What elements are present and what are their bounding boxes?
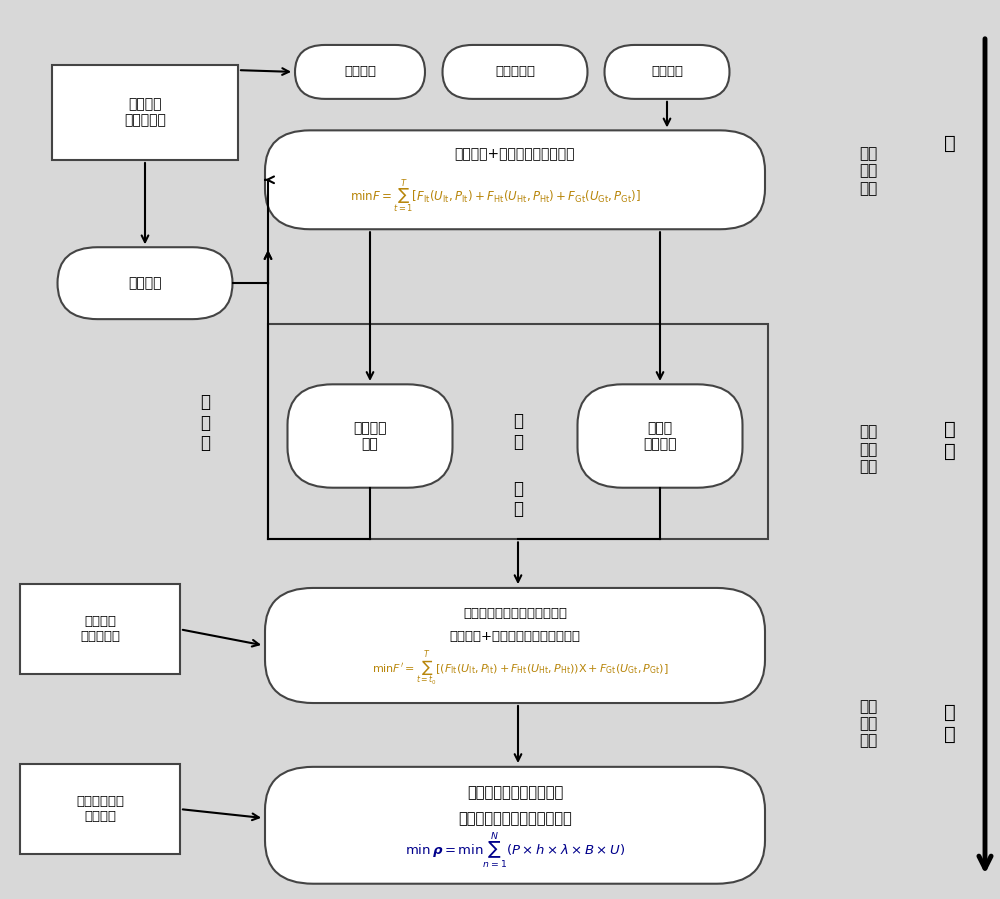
Text: 当日开机: 当日开机 [128,276,162,290]
Text: 常规电源+高载能负荷联合成本最优: 常规电源+高载能负荷联合成本最优 [450,630,580,643]
Text: 日
循
环: 日 循 环 [200,393,210,452]
Text: $\mathbf{\min}\,\boldsymbol{\rho}=\mathbf{\min}\sum_{n=1}^{N}(P\times h\times\la: $\mathbf{\min}\,\boldsymbol{\rho}=\mathb… [405,831,625,870]
Text: 高载能企业补偿费用最优调峰: 高载能企业补偿费用最优调峰 [458,812,572,826]
Text: 天: 天 [944,134,956,154]
Text: 剩余时段内修正调峰缺口信息: 剩余时段内修正调峰缺口信息 [463,607,567,619]
Text: 小
时: 小 时 [944,420,956,461]
Text: 等效负荷突变量判断启动: 等效负荷突变量判断启动 [467,786,563,800]
Text: 常规电源
机组: 常规电源 机组 [353,421,387,451]
Text: 紧急
调峰
计划: 紧急 调峰 计划 [859,699,877,749]
Text: $\min F'=\sum_{t=t_0}^{T}\left[(F_{\mathrm{It}}(U_{\mathrm{It}},P_{\mathrm{It}}): $\min F'=\sum_{t=t_0}^{T}\left[(F_{\math… [372,650,668,688]
Text: 负荷预测: 负荷预测 [344,66,376,78]
FancyBboxPatch shape [265,588,765,703]
Text: 优
化: 优 化 [513,412,523,451]
Text: 常规电源+高载能负荷联合最优: 常规电源+高载能负荷联合最优 [455,147,575,162]
Text: 高载能
企业调峰: 高载能 企业调峰 [643,421,677,451]
Bar [268,324,768,539]
FancyBboxPatch shape [295,45,425,99]
FancyBboxPatch shape [604,45,730,99]
Text: 滚动
调峰
计划: 滚动 调峰 计划 [859,424,877,475]
FancyBboxPatch shape [57,247,232,319]
Bar [20,764,180,854]
FancyBboxPatch shape [578,385,742,487]
Text: 日前
调峰
计划: 日前 调峰 计划 [859,146,877,196]
Text: 新能源预测: 新能源预测 [495,66,535,78]
Bar [52,66,238,160]
FancyBboxPatch shape [265,130,765,229]
FancyBboxPatch shape [442,45,588,99]
Text: 修
正: 修 正 [513,479,523,519]
Text: 调峰缺口: 调峰缺口 [651,66,683,78]
Text: 短期数据
预测与采集: 短期数据 预测与采集 [80,615,120,644]
FancyBboxPatch shape [265,767,765,884]
Bar [20,584,180,674]
Text: 超短期数据预
测与采集: 超短期数据预 测与采集 [76,795,124,823]
Text: $\min F=\sum_{t=1}^{T}\left[F_{\mathrm{It}}(U_{\mathrm{It}},P_{\mathrm{It}})+F_{: $\min F=\sum_{t=1}^{T}\left[F_{\mathrm{I… [350,177,640,215]
FancyBboxPatch shape [288,385,452,487]
Text: 分
钟: 分 钟 [944,703,956,744]
Text: 日前数据
预测与采集: 日前数据 预测与采集 [124,97,166,128]
